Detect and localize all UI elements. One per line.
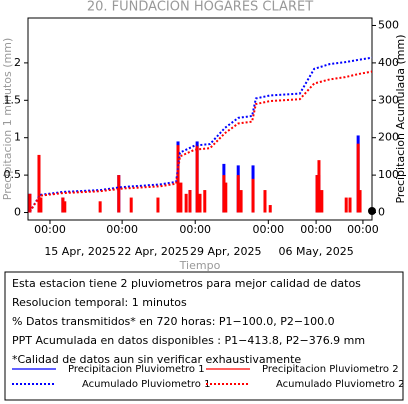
bar <box>63 201 67 213</box>
cumulative-line <box>29 70 373 213</box>
x-tick-label: 00:00 <box>347 223 379 236</box>
bar <box>61 197 65 213</box>
y-tick-label: 0 <box>14 206 21 219</box>
bar <box>129 197 133 213</box>
info-line: *Calidad de datos aun sin verificar exha… <box>12 353 301 366</box>
chart-title: 20. FUNDACION HOGARES CLARET <box>87 0 313 15</box>
legend-label: Precipitacion Pluviometro 1 <box>68 364 205 375</box>
info-line: Resolucion temporal: 1 minutos <box>12 296 187 309</box>
bar <box>356 143 360 213</box>
cumulative-line <box>29 56 373 213</box>
bar <box>28 193 32 213</box>
bar <box>198 193 202 213</box>
bar <box>203 190 207 213</box>
info-box <box>4 271 404 401</box>
bar <box>317 160 321 213</box>
bar <box>344 197 348 213</box>
bar <box>195 145 199 213</box>
x-date-label: 15 Apr, 2025 <box>44 245 116 258</box>
legend-label: Precipitacion Pluviometro 2 <box>262 364 399 375</box>
x-axis-label: Tiempo <box>179 259 221 272</box>
bar <box>224 182 228 213</box>
bar <box>320 190 324 213</box>
bar <box>176 145 180 213</box>
plot-frame <box>27 17 373 221</box>
legend-label: Acumulado Pluviometro 2 <box>276 379 404 390</box>
info-line: PPT Acumulada en datos disponibles : P1−… <box>12 334 365 347</box>
x-date-label: 29 Apr, 2025 <box>190 245 262 258</box>
y2-tick-label: 100 <box>378 168 399 181</box>
y-tick-label: 0.5 <box>4 168 22 181</box>
bar <box>263 190 267 213</box>
legend-label: Acumulado Pluviometro 1 <box>82 379 210 390</box>
x-date-label: 06 May, 2025 <box>278 245 353 258</box>
bar <box>348 197 352 213</box>
status-dot <box>368 207 376 215</box>
x-tick-label: 00:00 <box>179 223 211 236</box>
y-axis-label: Precipitacion 1 minutos (mm) <box>1 38 14 200</box>
bar <box>39 197 43 213</box>
bar <box>236 175 240 213</box>
bar <box>358 190 362 213</box>
x-tick-label: 00:00 <box>34 223 66 236</box>
y-tick-label: 2 <box>14 56 21 69</box>
x-date-label: 22 Apr, 2025 <box>117 245 189 258</box>
y2-tick-label: 200 <box>378 131 399 144</box>
bar <box>268 205 272 213</box>
bar <box>315 175 319 213</box>
bar <box>156 197 160 213</box>
x-tick-label: 00:00 <box>106 223 138 236</box>
bar <box>251 178 255 213</box>
info-line: Esta estacion tiene 2 pluviometros para … <box>12 277 361 290</box>
y2-tick-label: 400 <box>378 56 399 69</box>
bar <box>117 175 121 213</box>
y2-tick-label: 300 <box>378 93 399 106</box>
info-line: % Datos transmitidos* en 720 horas: P1−1… <box>12 315 335 328</box>
x-tick-label: 00:00 <box>252 223 284 236</box>
y2-tick-label: 500 <box>378 18 399 31</box>
bar <box>37 154 41 213</box>
bar <box>188 190 192 213</box>
bar <box>184 193 188 213</box>
bar <box>179 182 183 213</box>
bar <box>239 190 243 213</box>
bar <box>98 201 102 213</box>
y-tick-label: 1 <box>14 131 21 144</box>
y2-axis-label: Precipitacion Acumulada (mm) <box>394 34 407 203</box>
y2-tick-label: 0 <box>378 206 385 219</box>
bar <box>222 175 226 213</box>
x-tick-label: 00:00 <box>300 223 332 236</box>
y-tick-label: 1.5 <box>4 93 22 106</box>
